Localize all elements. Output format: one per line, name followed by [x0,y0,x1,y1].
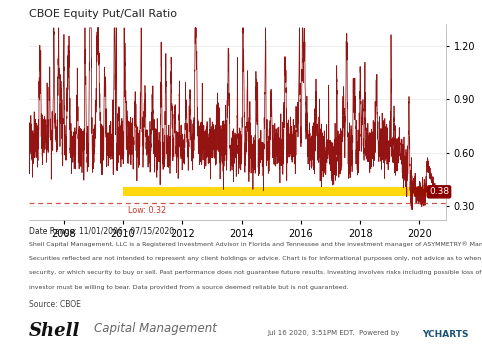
Text: security, or which security to buy or sell. Past performance does not guarantee : security, or which security to buy or se… [29,270,482,275]
Text: Date Range: 11/01/2006 - 07/15/2020: Date Range: 11/01/2006 - 07/15/2020 [29,227,174,236]
Text: Source: CBOE: Source: CBOE [29,300,81,309]
Text: Jul 16 2020, 3:51PM EDT.  Powered by: Jul 16 2020, 3:51PM EDT. Powered by [268,330,402,336]
Text: Shell Capital Management, LLC is a Registered Investment Advisor in Florida and : Shell Capital Management, LLC is a Regis… [29,241,482,247]
Text: 0.38: 0.38 [429,187,449,196]
Text: Securities reflected are not intended to represent any client holdings or advice: Securities reflected are not intended to… [29,256,482,261]
Text: Low: 0.32: Low: 0.32 [128,206,166,215]
Text: Shell: Shell [29,322,80,340]
Text: Capital Management: Capital Management [94,322,217,335]
Text: investor must be willing to bear. Data provided from a source deemed reliable bu: investor must be willing to bear. Data p… [29,285,348,290]
Text: YCHARTS: YCHARTS [422,330,468,339]
Text: CBOE Equity Put/Call Ratio: CBOE Equity Put/Call Ratio [29,9,177,19]
Bar [123,187,450,196]
